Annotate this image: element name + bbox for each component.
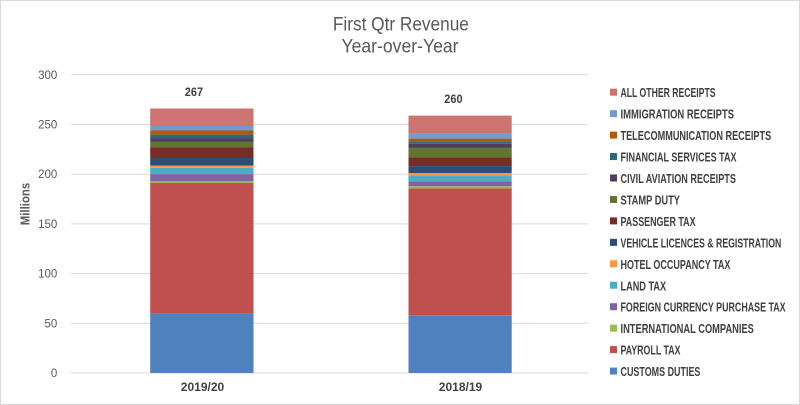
svg-text:Millions: Millions [18,183,32,226]
svg-text:FOREIGN CURRENCY PURCHASE TAX: FOREIGN CURRENCY PURCHASE TAX [621,300,786,315]
svg-text:IMMIGRATION RECEIPTS: IMMIGRATION RECEIPTS [621,107,735,122]
svg-text:100: 100 [38,269,57,281]
svg-text:First Qtr Revenue: First Qtr Revenue [333,15,469,36]
svg-text:LAND TAX: LAND TAX [621,278,667,293]
svg-text:PASSENGER TAX: PASSENGER TAX [621,214,696,229]
svg-text:2019/20: 2019/20 [181,380,225,394]
svg-text:260: 260 [444,92,463,106]
svg-text:2018/19: 2018/19 [439,380,483,394]
svg-text:HOTEL OCCUPANCY TAX: HOTEL OCCUPANCY TAX [621,257,731,272]
svg-text:200: 200 [38,169,57,181]
svg-text:INTERNATIONAL COMPANIES: INTERNATIONAL COMPANIES [621,321,755,336]
svg-text:CIVIL AVIATION RECEIPTS: CIVIL AVIATION RECEIPTS [621,171,737,186]
svg-text:CUSTOMS DUTIES: CUSTOMS DUTIES [621,364,701,379]
svg-text:PAYROLL TAX: PAYROLL TAX [621,343,681,358]
svg-text:250: 250 [38,120,57,132]
svg-text:VEHICLE LICENCES & REGISTRATIO: VEHICLE LICENCES & REGISTRATION [621,235,782,250]
svg-text:FINANCIAL SERVICES TAX: FINANCIAL SERVICES TAX [621,150,737,165]
svg-text:267: 267 [185,85,204,99]
svg-text:150: 150 [38,219,57,231]
svg-text:300: 300 [38,70,57,82]
svg-text:TELECOMMUNICATION RECEIPTS: TELECOMMUNICATION RECEIPTS [621,128,772,143]
svg-text:STAMP DUTY: STAMP DUTY [621,192,681,207]
svg-text:Year-over-Year: Year-over-Year [342,37,460,58]
svg-text:0: 0 [51,368,57,380]
svg-text:50: 50 [45,318,58,330]
svg-text:ALL OTHER RECEIPTS: ALL OTHER RECEIPTS [621,85,716,100]
